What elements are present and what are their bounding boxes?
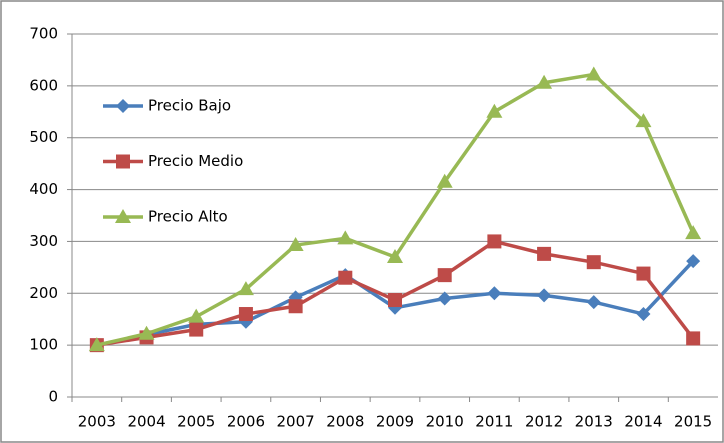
point (537, 246, 552, 261)
x-tick-label: 2010 (426, 413, 464, 431)
point (338, 270, 353, 285)
point (487, 286, 502, 301)
y-tick-label: 0 (48, 388, 58, 406)
legend-label: Precio Bajo (148, 97, 231, 115)
point (636, 266, 651, 281)
x-tick-label: 2012 (525, 413, 563, 431)
y-tick-label: 300 (29, 232, 58, 250)
point (287, 237, 304, 252)
x-tick-label: 2005 (177, 413, 215, 431)
point (537, 288, 552, 303)
point (238, 307, 253, 322)
point (88, 337, 105, 352)
point (686, 331, 701, 346)
y-tick-label: 400 (29, 180, 58, 198)
x-tick-label: 2007 (277, 413, 315, 431)
y-tick-label: 700 (29, 25, 58, 43)
point (486, 103, 503, 118)
point (536, 74, 553, 89)
x-tick-label: 2011 (475, 413, 513, 431)
point (586, 255, 601, 270)
point (437, 268, 452, 283)
point (337, 230, 354, 245)
point (188, 308, 205, 323)
point (387, 248, 403, 263)
point (686, 254, 701, 269)
legend-marker (116, 99, 130, 113)
point (189, 322, 204, 337)
y-tick-label: 500 (29, 128, 58, 146)
point (585, 66, 602, 81)
point (138, 325, 155, 340)
legend-marker (115, 209, 131, 223)
point (636, 307, 651, 322)
y-tick-label: 100 (29, 336, 58, 354)
y-tick-label: 600 (29, 76, 58, 94)
x-tick-label: 2008 (326, 413, 364, 431)
x-tick-label: 2015 (674, 413, 712, 431)
x-tick-label: 2013 (575, 413, 613, 431)
point (237, 281, 254, 296)
legend-label: Precio Medio (148, 152, 243, 170)
legend-marker (116, 154, 130, 169)
point (288, 299, 303, 314)
point (685, 225, 702, 240)
point (437, 291, 452, 306)
x-tick-label: 2004 (127, 413, 165, 431)
y-tick-label: 200 (29, 284, 58, 302)
x-tick-label: 2003 (78, 413, 116, 431)
x-tick-label: 2006 (227, 413, 265, 431)
point (487, 234, 502, 249)
point (436, 173, 453, 188)
point (586, 295, 601, 310)
legend-label: Precio Alto (148, 208, 228, 226)
point (635, 113, 652, 128)
x-tick-label: 2009 (376, 413, 414, 431)
x-tick-label: 2014 (624, 413, 662, 431)
point (388, 293, 402, 308)
